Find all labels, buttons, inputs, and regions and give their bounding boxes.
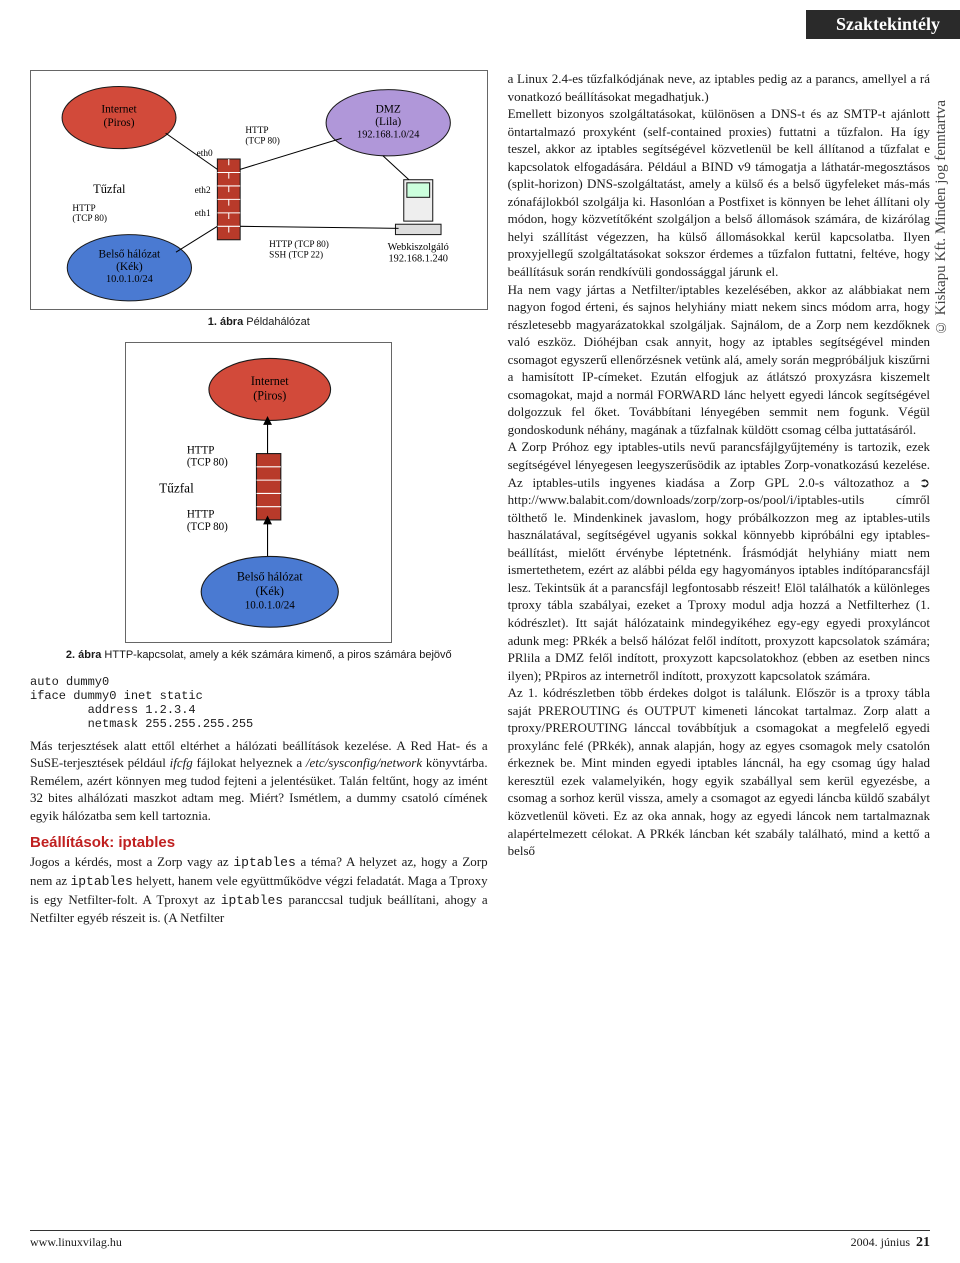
lbl-http-b: HTTP	[72, 204, 95, 214]
server-icon	[395, 180, 441, 235]
cloud-belso: Belső hálózat (Kék) 10.0.1.0/24	[67, 235, 191, 301]
lbl-eth2: eth2	[195, 186, 211, 196]
svg-text:Belső hálózat: Belső hálózat	[237, 570, 303, 584]
figure-1: Internet (Piros) DMZ (Lila) 192.168.1.0/…	[30, 70, 488, 310]
lbl2-http-top: HTTP	[187, 445, 215, 457]
svg-text:(Lila): (Lila)	[375, 116, 401, 128]
svg-text:Internet: Internet	[101, 103, 137, 115]
svg-text:10.0.1.0/24: 10.0.1.0/24	[245, 600, 295, 612]
svg-text:Internet: Internet	[251, 374, 289, 388]
section-heading: Beállítások: iptables	[30, 834, 488, 851]
content-columns: Internet (Piros) DMZ (Lila) 192.168.1.0/…	[30, 70, 930, 927]
lbl2-http-bot2: (TCP 80)	[187, 521, 228, 533]
svg-text:192.168.1.0/24: 192.168.1.0/24	[357, 129, 420, 140]
code-block: auto dummy0 iface dummy0 inet static add…	[30, 675, 488, 731]
svg-text:(Kék): (Kék)	[256, 584, 284, 598]
right-body-text: a Linux 2.4-es tűzfalkódjának neve, az i…	[508, 70, 930, 860]
copyright-sidebar: © Kiskapu Kft. Minden jog fenntartva	[933, 100, 950, 335]
lbl2-http-top2: (TCP 80)	[187, 457, 228, 469]
firewall-label: Tűzfal	[93, 182, 126, 196]
figure-2: Internet (Piros) HTTP (TCP 80) Tűzfal HT…	[125, 342, 392, 643]
server-label-2: 192.168.1.240	[389, 254, 448, 265]
server-label-1: Webkiszolgáló	[388, 242, 449, 253]
lbl-ssh1: HTTP (TCP 80)	[269, 239, 329, 250]
svg-text:(Kék): (Kék)	[116, 261, 143, 273]
firewall-icon	[217, 159, 240, 240]
lbl-eth1: eth1	[195, 209, 211, 219]
page-footer: www.linuxvilag.hu 2004. június 21	[30, 1230, 930, 1251]
page: Szaktekintély © Kiskapu Kft. Minden jog …	[0, 0, 960, 1263]
lbl-eth0: eth0	[197, 149, 213, 159]
left-para-1: Más terjesztések alatt ettől eltérhet a …	[30, 737, 488, 825]
figure-2-caption: 2. ábra HTTP-kapcsolat, amely a kék szám…	[30, 649, 488, 661]
cloud-dmz: DMZ (Lila) 192.168.1.0/24	[326, 90, 450, 156]
left-para-2: Jogos a kérdés, most a Zorp vagy az ipta…	[30, 853, 488, 926]
lbl-http-b2: (TCP 80)	[72, 213, 107, 224]
section-header: Szaktekintély	[806, 10, 960, 39]
cloud-internet: Internet (Piros)	[62, 87, 176, 149]
lbl-ssh2: SSH (TCP 22)	[269, 249, 323, 260]
footer-url: www.linuxvilag.hu	[30, 1235, 122, 1251]
lbl2-tuzfal: Tűzfal	[159, 480, 194, 495]
svg-text:(Piros): (Piros)	[253, 389, 286, 403]
firewall-icon-2	[257, 454, 281, 520]
figure-1-caption: 1. ábra Példahálózat	[30, 316, 488, 328]
lbl2-http-bot: HTTP	[187, 509, 215, 521]
svg-text:10.0.1.0/24: 10.0.1.0/24	[106, 274, 154, 285]
cloud-internet-2: Internet (Piros)	[209, 359, 331, 421]
right-column: a Linux 2.4-es tűzfalkódjának neve, az i…	[508, 70, 930, 927]
lbl-http-a: HTTP	[245, 126, 268, 136]
footer-right: 2004. június 21	[851, 1235, 930, 1251]
svg-text:(Piros): (Piros)	[104, 117, 135, 129]
cloud-belso-2: Belső hálózat (Kék) 10.0.1.0/24	[201, 557, 338, 628]
svg-text:Belső hálózat: Belső hálózat	[99, 248, 161, 260]
left-column: Internet (Piros) DMZ (Lila) 192.168.1.0/…	[30, 70, 488, 927]
lbl-http-a2: (TCP 80)	[245, 135, 280, 146]
svg-text:DMZ: DMZ	[376, 103, 401, 115]
